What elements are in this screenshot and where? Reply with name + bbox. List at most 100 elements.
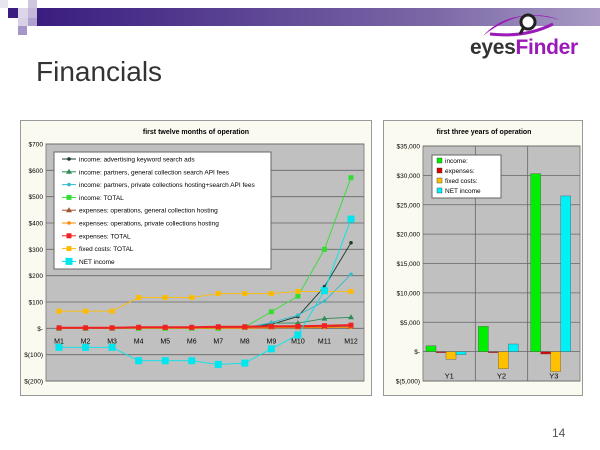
legend-label: expenses: operations, general collection… [79,208,218,215]
legend-label: fixed costs: [445,178,478,185]
x-tick-label: M3 [107,338,117,345]
decor-square [0,0,8,8]
legend-marker [67,157,71,161]
data-point [321,315,328,321]
x-tick-label: M5 [160,338,170,345]
data-point [296,313,300,317]
x-tick-label: M8 [240,338,250,345]
data-point [349,240,353,245]
bar [508,343,519,352]
y-tick-label: $35,000 [397,144,421,151]
data-point [189,324,195,330]
legend-label: income: partners, general collection sea… [79,169,230,176]
legend-marker [65,257,73,265]
y-tick-label: $- [414,349,420,356]
data-point [295,293,301,299]
legend [431,154,502,199]
data-point [295,323,301,329]
data-point [161,357,169,365]
bar [445,351,457,360]
data-point [242,291,248,297]
legend-marker [67,182,71,187]
x-tick-label: M7 [213,338,223,345]
monthly-chart: first twelve months of operation $700 $600… [20,120,372,396]
legend-swatch [436,187,443,194]
y-tick-label: $30,000 [397,173,421,180]
decor-square [18,8,28,18]
x-tick-label: M12 [344,338,358,345]
legend-swatch [436,157,443,164]
eye-logo-icon [483,13,560,37]
logo-text: eyesFinder [470,36,578,59]
x-tick-label: Y1 [445,372,454,381]
data-point [109,325,115,331]
data-point [347,215,355,223]
x-tick-label: M9 [266,338,276,345]
bar [560,195,571,352]
x-tick-label: Y3 [549,372,558,381]
y-tick-label: $5,000 [400,320,420,327]
chart-title: first three years of operation [437,129,532,136]
decor-square [8,8,18,18]
data-point [268,309,274,315]
legend-label: NET income [445,188,481,195]
yearly-chart: first three years of operation $35,000 $30… [383,120,583,396]
y-tick-label: $20,000 [397,232,421,239]
bar [488,351,499,353]
data-point [82,343,90,351]
chart-title: first twelve months of operation [143,129,249,136]
y-tick-label: $- [37,326,43,333]
x-tick-label: M4 [134,338,144,345]
x-tick-label: M2 [81,338,91,345]
legend-label: expenses: [445,168,475,175]
series-line [59,291,351,312]
data-point [215,291,221,297]
data-point [242,324,248,330]
y-tick-label: $700 [29,142,44,149]
data-point [55,343,63,351]
data-point [268,323,274,329]
header-bar [37,8,600,26]
y-tick-label: $300 [29,247,44,254]
x-tick-label: M1 [54,338,64,345]
data-point [295,288,301,294]
data-point [162,324,168,330]
data-point [108,343,116,351]
data-point [322,299,327,304]
data-point [136,324,142,330]
bar [478,326,489,352]
decor-square [28,8,37,18]
legend-swatch [436,177,443,184]
data-point [348,314,354,320]
data-point [83,325,89,331]
legend-swatch [436,167,443,174]
decor-square [18,18,28,26]
y-tick-label: $15,000 [397,261,421,268]
data-point [188,357,196,365]
page-number: 14 [552,426,566,440]
data-point [109,308,115,314]
y-tick-label: $600 [29,168,44,175]
legend-label: fixed costs: TOTAL [79,246,134,253]
bar [425,345,437,352]
bar [498,351,509,369]
legend-marker [66,246,72,252]
y-tick-label: $200 [29,273,44,280]
legend-marker [66,194,72,200]
y-tick-label: $(200) [24,379,43,386]
legend-label: income: partners, private collections ho… [79,182,256,189]
data-point [321,323,327,329]
y-tick-label: $25,000 [397,202,421,209]
data-point [320,287,328,295]
y-tick-label: $500 [29,194,44,201]
data-point [56,308,62,314]
data-point [321,246,327,252]
data-point [136,295,142,301]
x-tick-label: M10 [291,338,305,345]
decor-square [18,26,27,35]
bar [455,351,467,355]
data-point [294,331,302,339]
data-point [268,291,274,297]
data-point [215,324,221,330]
legend-label: NET income [79,259,115,266]
